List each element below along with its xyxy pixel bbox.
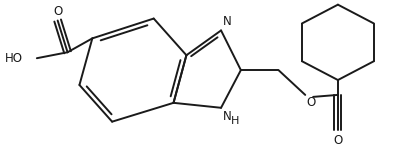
- Text: O: O: [53, 4, 62, 18]
- Text: N: N: [223, 110, 232, 123]
- Text: O: O: [333, 134, 342, 147]
- Text: N: N: [223, 15, 232, 28]
- Text: O: O: [306, 96, 316, 109]
- Text: H: H: [231, 116, 239, 126]
- Text: HO: HO: [5, 52, 23, 65]
